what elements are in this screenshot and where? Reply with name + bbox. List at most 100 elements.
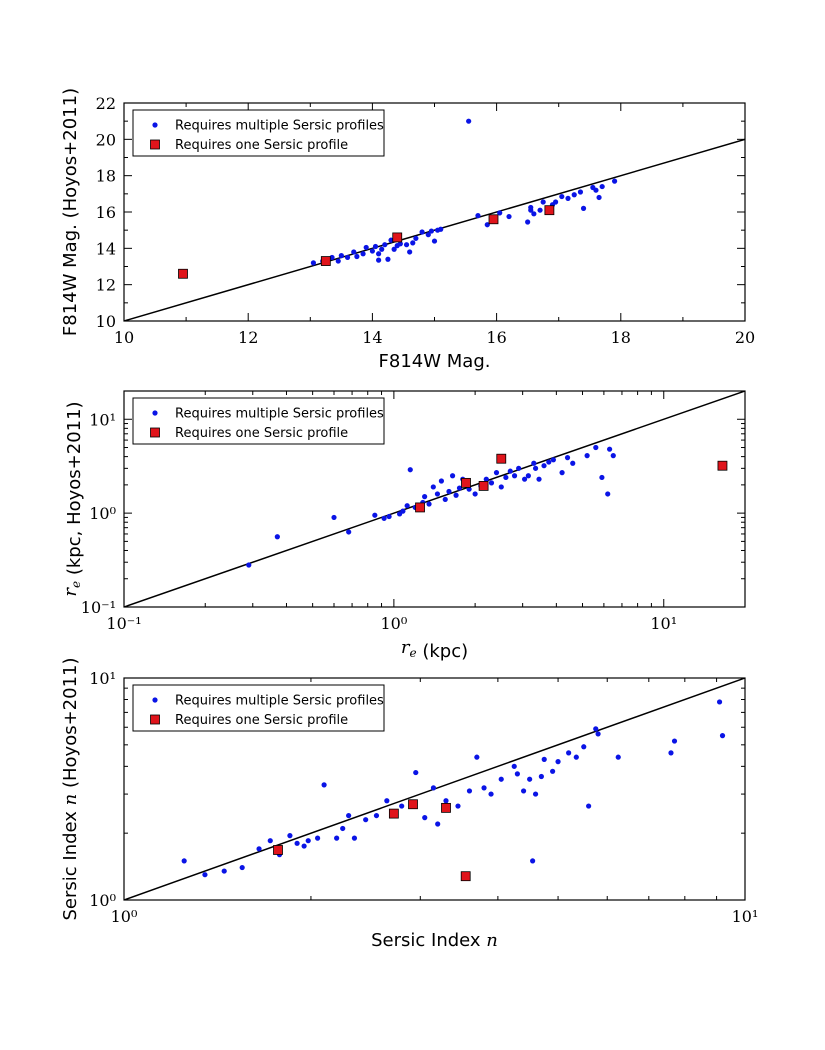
point-multiple-sersic <box>340 825 346 832</box>
point-multiple-sersic <box>435 821 441 827</box>
point-multiple-sersic <box>422 815 428 821</box>
x-tick-label: 20 <box>735 328 755 347</box>
point-multiple-sersic <box>474 754 480 760</box>
legend-label-multiple: Requires multiple Sersic profiles <box>175 694 384 709</box>
point-multiple-sersic <box>407 467 413 473</box>
legend-label-multiple: Requires multiple Sersic profiles <box>175 119 384 134</box>
panel-sersic: 10⁰ 10¹ 10⁰ 10¹ Sersic Index n Sersic Index n… <box>60 657 758 951</box>
point-multiple-sersic <box>475 213 481 219</box>
point-multiple-sersic <box>344 254 351 261</box>
point-multiple-sersic <box>426 501 432 507</box>
point-multiple-sersic <box>430 484 436 490</box>
legend-box <box>132 109 385 157</box>
point-multiple-sersic <box>354 253 360 260</box>
legend: Requires multiple Sersic profiles Require… <box>132 397 385 445</box>
point-multiple-sersic <box>719 733 726 739</box>
point-multiple-sersic <box>419 229 425 235</box>
y-tick-label: 10⁻¹ <box>81 598 116 617</box>
y-axis-label: F814W Mag. (Hoyos+2011) <box>60 88 81 336</box>
legend-label-one: Requires one Sersic profile <box>175 426 348 441</box>
point-multiple-sersic <box>573 754 579 760</box>
point-multiple-sersic <box>493 470 500 476</box>
point-multiple-sersic <box>540 199 546 205</box>
point-multiple-sersic <box>507 468 513 474</box>
point-multiple-sersic <box>541 463 547 469</box>
point-multiple-sersic <box>388 237 394 243</box>
axes-frame <box>123 677 746 901</box>
point-multiple-sersic <box>596 194 602 201</box>
point-one-sersic <box>544 205 555 216</box>
point-multiple-sersic <box>593 187 599 193</box>
data-points <box>178 118 618 279</box>
point-multiple-sersic <box>400 508 406 514</box>
point-multiple-sersic <box>511 473 518 479</box>
point-multiple-sersic <box>403 242 410 248</box>
point-multiple-sersic <box>521 476 528 482</box>
point-multiple-sersic <box>531 460 537 466</box>
y-axis-label: Sersic Index n (Hoyos+2011) <box>60 657 81 920</box>
point-one-sersic <box>461 477 471 488</box>
legend-marker-multiple <box>152 410 158 416</box>
point-multiple-sersic <box>267 838 273 844</box>
y-tick-label: 10¹ <box>89 669 116 688</box>
panel-mag: 10 12 14 16 18 20 10 12 14 16 18 20 22 F814W Mag. F814… <box>60 88 755 372</box>
y-tick-label: 10 <box>96 312 116 331</box>
panel-re: 10⁻¹ 10⁰ 10¹ 10⁻¹ 10⁰ 10¹ re (kpc) re (kpc, Hoy… <box>60 390 746 662</box>
legend-box <box>132 684 385 732</box>
point-multiple-sersic <box>607 446 613 452</box>
point-multiple-sersic <box>425 232 431 238</box>
point-multiple-sersic <box>346 529 352 535</box>
x-axis-label: Sersic Index n <box>371 930 498 951</box>
point-multiple-sersic <box>511 763 517 769</box>
x-tick-label: 10⁰ <box>111 907 138 926</box>
x-axis-label: F814W Mag. <box>379 351 491 372</box>
data-points <box>246 444 728 568</box>
point-multiple-sersic <box>566 750 572 756</box>
point-multiple-sersic <box>571 192 577 198</box>
x-tick-label: 16 <box>486 328 506 347</box>
legend-marker-multiple <box>152 122 158 128</box>
point-multiple-sersic <box>559 193 565 200</box>
y-axis-label: re (kpc, Hoyos+2011) <box>60 401 85 596</box>
point-multiple-sersic <box>559 470 565 476</box>
point-multiple-sersic <box>525 473 531 479</box>
point-multiple-sersic <box>346 812 352 819</box>
point-multiple-sersic <box>384 798 390 804</box>
point-multiple-sersic <box>595 731 601 737</box>
point-multiple-sersic <box>351 249 357 255</box>
point-multiple-sersic <box>581 744 587 750</box>
point-multiple-sersic <box>221 868 227 874</box>
point-multiple-sersic <box>397 241 403 247</box>
point-multiple-sersic <box>593 444 599 451</box>
point-multiple-sersic <box>274 534 280 540</box>
point-multiple-sersic <box>570 460 576 466</box>
point-multiple-sersic <box>410 240 416 246</box>
point-multiple-sersic <box>550 457 556 463</box>
point-one-sersic <box>178 268 188 279</box>
point-multiple-sersic <box>310 260 317 266</box>
point-multiple-sersic <box>527 776 533 782</box>
point-multiple-sersic <box>329 254 335 261</box>
point-multiple-sersic <box>531 211 537 217</box>
point-one-sersic <box>478 481 489 491</box>
point-multiple-sersic <box>430 785 437 791</box>
point-multiple-sersic <box>239 864 245 871</box>
legend: Requires multiple Sersic profiles Require… <box>132 684 385 732</box>
point-multiple-sersic <box>546 459 552 465</box>
point-multiple-sersic <box>466 118 472 124</box>
point-one-sersic <box>460 871 471 882</box>
point-multiple-sersic <box>376 257 382 263</box>
point-multiple-sersic <box>605 491 611 497</box>
point-multiple-sersic <box>363 244 369 251</box>
point-multiple-sersic <box>428 228 434 234</box>
point-multiple-sersic <box>520 788 527 794</box>
ticks <box>123 391 745 608</box>
legend-label-one: Requires one Sersic profile <box>175 138 348 153</box>
point-multiple-sersic <box>287 833 293 839</box>
x-axis-label: re (kpc) <box>401 637 468 662</box>
legend-label-one: Requires one Sersic profile <box>175 713 348 728</box>
point-multiple-sersic <box>294 840 300 846</box>
point-multiple-sersic <box>385 256 391 262</box>
point-multiple-sersic <box>610 453 616 459</box>
